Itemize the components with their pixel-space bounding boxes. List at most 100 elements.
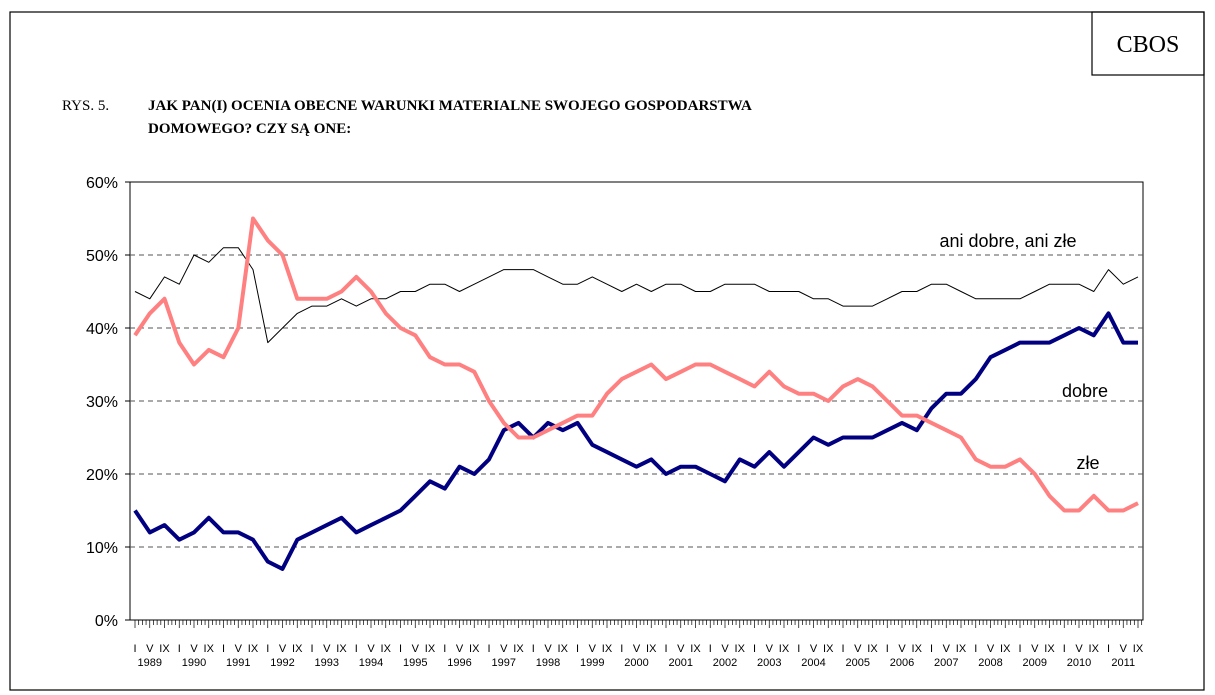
x-tick-label: IX bbox=[1089, 643, 1100, 655]
x-tick-label: IX bbox=[867, 643, 878, 655]
x-tick-label: IX bbox=[248, 643, 259, 655]
y-tick-label: 60% bbox=[86, 175, 118, 192]
y-tick-label: 50% bbox=[86, 248, 118, 265]
x-tick-label: I bbox=[1107, 643, 1110, 655]
x-tick-label: V bbox=[412, 643, 420, 655]
y-tick-label: 20% bbox=[86, 467, 118, 484]
series-label: złe bbox=[1076, 453, 1099, 473]
year-label: 2002 bbox=[713, 657, 737, 669]
series-line bbox=[134, 247, 1139, 344]
x-tick-label: V bbox=[235, 643, 243, 655]
source-box bbox=[1091, 11, 1205, 76]
x-tick-label: IX bbox=[956, 643, 967, 655]
x-tick-label: I bbox=[753, 643, 756, 655]
x-tick-label: I bbox=[310, 643, 313, 655]
x-tick-label: V bbox=[721, 643, 729, 655]
x-tick-label: I bbox=[532, 643, 535, 655]
source: CBOS bbox=[1117, 32, 1180, 58]
year-label: 2006 bbox=[890, 657, 914, 669]
x-tick-label: V bbox=[854, 643, 862, 655]
x-tick-label: IX bbox=[159, 643, 170, 655]
x-tick-label: IX bbox=[602, 643, 613, 655]
x-tick-label: I bbox=[930, 643, 933, 655]
year-label: 2000 bbox=[624, 657, 648, 669]
x-tick-label: I bbox=[266, 643, 269, 655]
year-label: 1996 bbox=[447, 657, 471, 669]
x-tick-label: V bbox=[898, 643, 906, 655]
year-label: 1994 bbox=[359, 657, 383, 669]
year-label: 1991 bbox=[226, 657, 250, 669]
x-tick-label: I bbox=[133, 643, 136, 655]
x-tick-label: V bbox=[766, 643, 774, 655]
year-label: 2001 bbox=[669, 657, 693, 669]
x-tick-label: V bbox=[146, 643, 154, 655]
x-tick-label: V bbox=[1031, 643, 1039, 655]
year-label: 1997 bbox=[492, 657, 516, 669]
x-tick-label: IX bbox=[513, 643, 524, 655]
title-line: DOMOWEGO? CZY SĄ ONE: bbox=[148, 121, 351, 137]
year-label: 2011 bbox=[1111, 657, 1135, 669]
x-tick-label: V bbox=[456, 643, 464, 655]
x-tick-label: V bbox=[810, 643, 818, 655]
year-label: 1995 bbox=[403, 657, 427, 669]
x-tick-label: V bbox=[190, 643, 198, 655]
year-label: 2007 bbox=[934, 657, 958, 669]
x-tick-label: V bbox=[367, 643, 375, 655]
year-label: 2008 bbox=[978, 657, 1002, 669]
x-tick-label: IX bbox=[735, 643, 746, 655]
x-tick-label: IX bbox=[292, 643, 303, 655]
title-line: JAK PAN(I) OCENIA OBECNE WARUNKI MATERIA… bbox=[148, 98, 752, 114]
year-label: 2005 bbox=[846, 657, 870, 669]
x-tick-label: I bbox=[974, 643, 977, 655]
y-tick-label: 10% bbox=[86, 540, 118, 557]
x-tick-label: I bbox=[841, 643, 844, 655]
x-tick-label: IX bbox=[690, 643, 701, 655]
year-label: 2004 bbox=[801, 657, 825, 669]
x-tick-label: I bbox=[620, 643, 623, 655]
figure-label: RYS. 5. bbox=[62, 98, 109, 114]
frame bbox=[9, 11, 1205, 691]
x-tick-label: IX bbox=[1044, 643, 1055, 655]
x-tick-label: V bbox=[1120, 643, 1128, 655]
year-label: 1993 bbox=[315, 657, 339, 669]
x-tick-label: IX bbox=[823, 643, 834, 655]
x-tick-label: V bbox=[633, 643, 641, 655]
x-tick-label: I bbox=[886, 643, 889, 655]
x-tick-label: IX bbox=[381, 643, 392, 655]
x-tick-label: IX bbox=[912, 643, 923, 655]
x-tick-label: I bbox=[576, 643, 579, 655]
x-tick-label: I bbox=[709, 643, 712, 655]
y-tick-label: 0% bbox=[95, 613, 118, 630]
x-tick-label: V bbox=[943, 643, 951, 655]
year-label: 1989 bbox=[138, 657, 162, 669]
series-label: ani dobre, ani złe bbox=[939, 231, 1076, 251]
x-tick-label: IX bbox=[779, 643, 790, 655]
year-label: 1998 bbox=[536, 657, 560, 669]
x-tick-label: I bbox=[443, 643, 446, 655]
x-tick-label: I bbox=[355, 643, 358, 655]
year-label: 1999 bbox=[580, 657, 604, 669]
x-tick-label: IX bbox=[336, 643, 347, 655]
x-tick-label: V bbox=[279, 643, 287, 655]
x-tick-label: V bbox=[500, 643, 508, 655]
x-tick-label: I bbox=[1063, 643, 1066, 655]
x-tick-label: I bbox=[178, 643, 181, 655]
x-tick-label: IX bbox=[646, 643, 657, 655]
x-tick-label: V bbox=[987, 643, 995, 655]
x-tick-label: V bbox=[589, 643, 597, 655]
y-tick-label: 30% bbox=[86, 394, 118, 411]
x-tick-label: I bbox=[797, 643, 800, 655]
x-tick-label: IX bbox=[558, 643, 569, 655]
x-tick-label: V bbox=[544, 643, 552, 655]
x-tick-label: V bbox=[677, 643, 685, 655]
year-label: 2009 bbox=[1023, 657, 1047, 669]
x-tick-label: IX bbox=[1000, 643, 1011, 655]
x-tick-label: V bbox=[323, 643, 331, 655]
year-label: 1990 bbox=[182, 657, 206, 669]
x-tick-label: V bbox=[1075, 643, 1083, 655]
x-tick-label: I bbox=[399, 643, 402, 655]
x-tick-label: I bbox=[664, 643, 667, 655]
x-tick-label: IX bbox=[469, 643, 480, 655]
series-line bbox=[133, 311, 1138, 571]
